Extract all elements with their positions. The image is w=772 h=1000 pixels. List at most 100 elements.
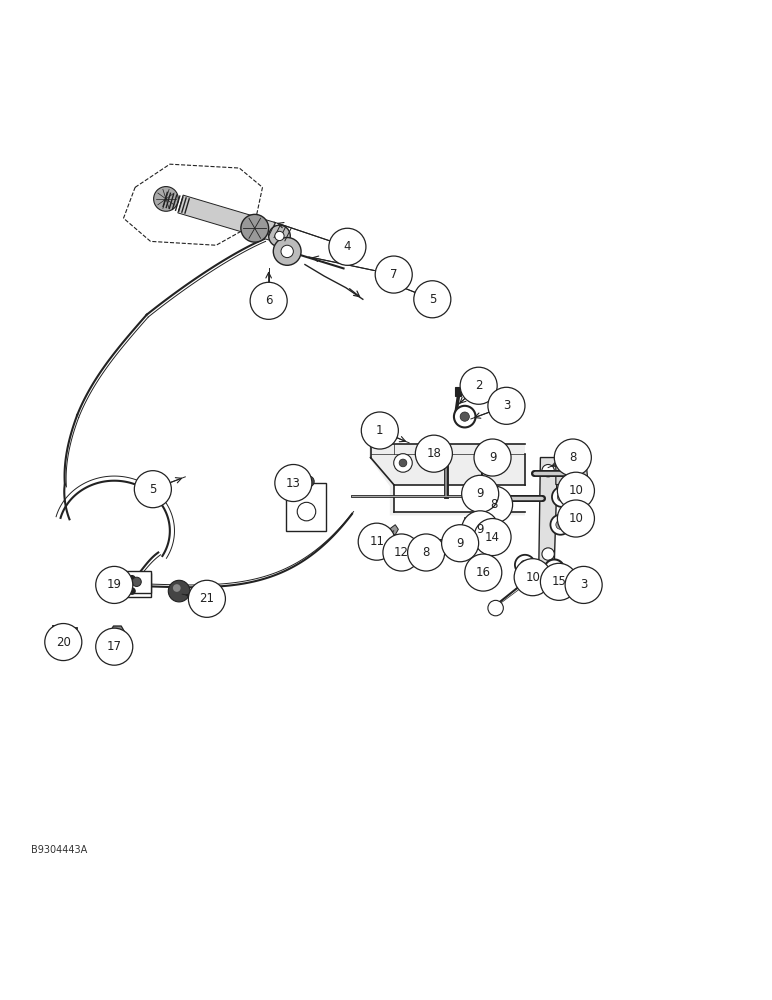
Text: 2: 2	[475, 379, 482, 392]
Circle shape	[474, 439, 511, 476]
Text: 10: 10	[568, 484, 584, 497]
Text: 9: 9	[489, 451, 496, 464]
Circle shape	[550, 565, 559, 574]
Text: 3: 3	[580, 578, 587, 591]
Circle shape	[476, 486, 513, 523]
Polygon shape	[110, 626, 125, 639]
Text: 12: 12	[394, 546, 409, 559]
Text: 8: 8	[569, 451, 577, 464]
Circle shape	[281, 245, 293, 258]
Circle shape	[250, 282, 287, 319]
Circle shape	[550, 515, 571, 535]
Text: 6: 6	[265, 294, 273, 307]
Circle shape	[554, 439, 591, 476]
Circle shape	[129, 576, 135, 582]
Circle shape	[188, 580, 225, 617]
Circle shape	[303, 476, 314, 487]
Circle shape	[552, 487, 572, 507]
Circle shape	[557, 500, 594, 537]
Circle shape	[460, 367, 497, 404]
Polygon shape	[369, 444, 525, 515]
Circle shape	[540, 563, 577, 600]
Circle shape	[462, 475, 499, 512]
Circle shape	[361, 412, 398, 449]
Circle shape	[45, 624, 82, 661]
FancyBboxPatch shape	[475, 484, 482, 490]
Circle shape	[275, 464, 312, 502]
Circle shape	[96, 628, 133, 665]
Circle shape	[134, 471, 171, 508]
Polygon shape	[539, 458, 557, 566]
FancyBboxPatch shape	[120, 573, 151, 597]
Text: 8: 8	[422, 546, 430, 559]
Circle shape	[515, 555, 535, 575]
Circle shape	[329, 228, 366, 265]
Text: 9: 9	[476, 487, 484, 500]
Circle shape	[241, 214, 269, 242]
Circle shape	[415, 435, 452, 472]
Text: 15: 15	[551, 575, 567, 588]
Circle shape	[273, 238, 301, 265]
Circle shape	[454, 406, 476, 427]
Text: 9: 9	[476, 523, 484, 536]
Circle shape	[275, 231, 284, 241]
Circle shape	[462, 511, 499, 548]
Circle shape	[475, 518, 486, 529]
Polygon shape	[389, 525, 398, 535]
Text: 19: 19	[107, 578, 122, 591]
Text: 20: 20	[56, 636, 71, 649]
Text: 5: 5	[149, 483, 157, 496]
FancyBboxPatch shape	[455, 387, 461, 396]
Text: 18: 18	[426, 447, 442, 460]
Circle shape	[488, 387, 525, 424]
Circle shape	[375, 256, 412, 293]
Text: 10: 10	[568, 512, 584, 525]
Circle shape	[544, 559, 564, 580]
Circle shape	[132, 577, 141, 586]
Circle shape	[542, 548, 554, 560]
Circle shape	[399, 459, 407, 467]
Circle shape	[565, 566, 602, 603]
Text: 8: 8	[490, 498, 498, 511]
Text: 11: 11	[369, 535, 384, 548]
FancyBboxPatch shape	[478, 461, 486, 467]
Text: 3: 3	[503, 399, 510, 412]
Circle shape	[460, 412, 469, 421]
Polygon shape	[178, 195, 276, 240]
Circle shape	[269, 225, 290, 247]
Circle shape	[297, 502, 316, 521]
Text: 21: 21	[199, 592, 215, 605]
FancyBboxPatch shape	[52, 625, 58, 631]
Text: 7: 7	[390, 268, 398, 281]
Circle shape	[465, 554, 502, 591]
Circle shape	[514, 559, 551, 596]
Circle shape	[394, 454, 412, 472]
Circle shape	[520, 560, 530, 569]
FancyBboxPatch shape	[480, 559, 486, 563]
Text: 4: 4	[344, 240, 351, 253]
Text: 5: 5	[428, 293, 436, 306]
Text: 16: 16	[476, 566, 491, 579]
Polygon shape	[556, 463, 588, 496]
Circle shape	[557, 472, 594, 509]
Circle shape	[154, 187, 178, 211]
Circle shape	[556, 520, 565, 529]
Circle shape	[96, 566, 133, 603]
Circle shape	[408, 534, 445, 571]
Circle shape	[414, 281, 451, 318]
Text: 1: 1	[376, 424, 384, 437]
Text: 17: 17	[107, 640, 122, 653]
Text: 10: 10	[525, 571, 540, 584]
Circle shape	[474, 519, 511, 556]
Text: 9: 9	[456, 537, 464, 550]
Circle shape	[129, 588, 135, 594]
Text: 14: 14	[485, 531, 500, 544]
FancyBboxPatch shape	[464, 517, 472, 523]
FancyBboxPatch shape	[452, 528, 459, 534]
Circle shape	[442, 525, 479, 562]
Text: B9304443A: B9304443A	[31, 845, 87, 855]
Circle shape	[358, 523, 395, 560]
Circle shape	[399, 535, 410, 546]
Circle shape	[383, 534, 420, 571]
Circle shape	[168, 580, 190, 602]
